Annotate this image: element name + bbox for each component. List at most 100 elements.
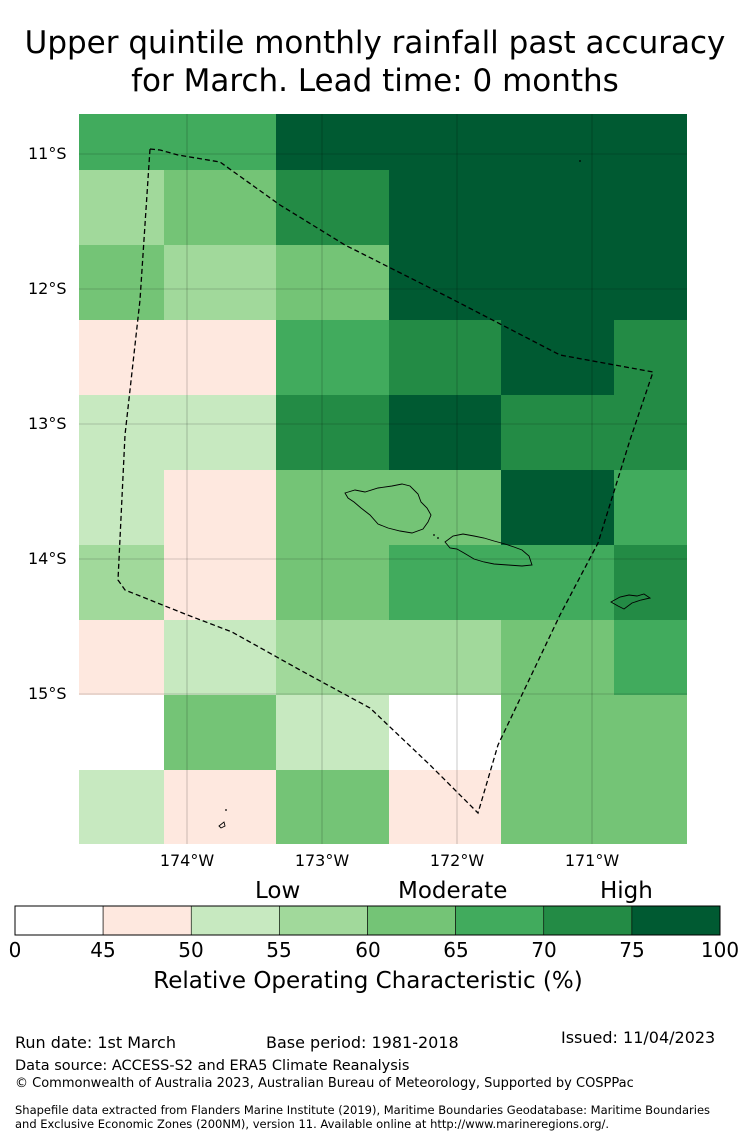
colorbar-tick: 0 [8,938,22,962]
lon-label-174w: 174°W [159,851,215,870]
grid-cell [501,245,614,320]
grid-cell [164,470,276,545]
grid-cell [614,245,687,320]
grid-cell [501,470,614,545]
grid-cell [164,395,276,470]
colorbar [14,905,721,936]
grid-cell [276,170,389,245]
islet [433,534,435,536]
grid-cell [79,245,164,320]
category-high: High [600,878,653,904]
grid-cell [614,395,687,470]
grid-cell [501,620,614,695]
data-source: Data source: ACCESS-S2 and ERA5 Climate … [15,1058,410,1074]
grid-cell [79,695,164,770]
grid-cell [389,620,501,695]
grid-cell [389,545,501,620]
colorbar-tick: 50 [178,938,204,962]
map-title-line-1: Upper quintile monthly rainfall past acc… [24,25,726,61]
grid-cell [79,770,164,844]
shapefile-credit-line-2: and Exclusive Economic Zones (200NM), ve… [15,1117,610,1131]
grid-cell [501,114,614,170]
lon-label-171w: 171°W [564,851,620,870]
grid-cell [276,320,389,395]
island-savaii [344,483,432,534]
grid-cell [389,395,501,470]
grid-cell [389,114,501,170]
islet [437,537,439,539]
shapefile-credit-line-1: Shapefile data extracted from Flanders M… [15,1103,711,1117]
colorbar-swatch [455,905,545,936]
grid-cell [614,320,687,395]
grid-cell [164,170,276,245]
lat-label-15s: 15°S [28,684,67,703]
grid-cell [164,245,276,320]
issued-date: Issued: 11/04/2023 [561,1028,716,1047]
islet [225,809,227,811]
category-low: Low [255,878,301,904]
grid-cell [389,695,501,770]
grid-cell [389,245,501,320]
grid-cell [614,470,687,545]
lat-label-12s: 12°S [28,279,67,298]
colorbar-label: Relative Operating Characteristic (%) [153,968,583,994]
run-date: Run date: 1st March [15,1033,176,1052]
grid-cell [501,320,614,395]
grid-cell [614,770,687,844]
colorbar-tick: 60 [355,938,381,962]
grid-cell [501,170,614,245]
colorbar-tick: 55 [266,938,292,962]
base-period: Base period: 1981-2018 [266,1033,459,1052]
colorbar-tick: 75 [619,938,645,962]
colorbar-swatch [102,905,192,936]
grid-cell [276,470,389,545]
grid-cell [79,545,164,620]
lat-label-14s: 14°S [28,549,67,568]
grid-cell [501,395,614,470]
grid-cell [276,114,389,170]
grid-cell [389,170,501,245]
islet [579,160,581,162]
colorbar-tick: 65 [443,938,469,962]
grid-cell [276,770,389,844]
grid-cell [501,770,614,844]
grid-cell [501,545,614,620]
grid-cell [164,320,276,395]
grid-cell [164,770,276,844]
grid-cell [164,114,276,170]
grid-cell [79,620,164,695]
grid-cell [79,320,164,395]
grid-cell [276,620,389,695]
island-upolu [444,533,533,567]
grid-cell [614,620,687,695]
colorbar-swatch [631,905,721,936]
copyright: © Commonwealth of Australia 2023, Austra… [15,1076,634,1091]
island-small-south [218,821,226,829]
grid-cell [276,245,389,320]
colorbar-outline [14,905,721,936]
grid-cell [79,170,164,245]
map-title-line-2: for March. Lead time: 0 months [131,63,619,99]
grid-cell [614,114,687,170]
colorbar-tick: 45 [90,938,116,962]
grid-cell [614,170,687,245]
grid-cell [501,695,614,770]
grid-cell [276,395,389,470]
category-moderate: Moderate [398,878,508,904]
grid-cell [164,545,276,620]
colorbar-swatch [279,905,368,936]
colorbar-tick: 70 [531,938,557,962]
graticule [79,114,687,844]
grid-cell [276,545,389,620]
colorbar-swatch [367,905,456,936]
lon-label-172w: 172°W [429,851,485,870]
grid-cell [614,695,687,770]
grid-cell [389,470,501,545]
grid-cell [79,470,164,545]
grid-cell [276,695,389,770]
colorbar-swatch [14,905,104,936]
eez-boundary [117,148,654,815]
colorbar-swatch [543,905,633,936]
colorbar-tick: 100 [700,938,740,962]
